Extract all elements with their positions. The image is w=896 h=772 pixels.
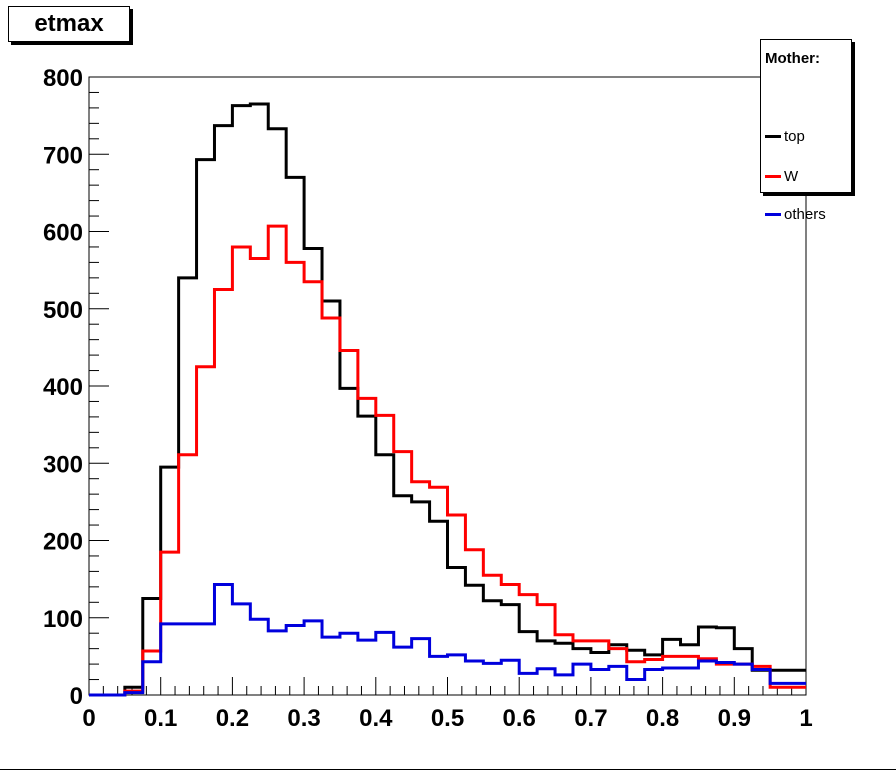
y-tick-label: 800 bbox=[43, 65, 83, 92]
y-tick-label: 600 bbox=[43, 220, 83, 247]
x-tick-label: 0.7 bbox=[574, 705, 607, 732]
legend-swatch-others bbox=[765, 212, 781, 216]
y-tick-label: 300 bbox=[43, 451, 83, 478]
legend-entry-top: top bbox=[765, 126, 805, 146]
x-tick-label: 0.8 bbox=[646, 705, 679, 732]
series-top-histogram bbox=[89, 102, 806, 697]
histogram-title: etmax bbox=[34, 10, 104, 37]
x-tick-label: 0.5 bbox=[431, 705, 464, 732]
x-tick-label: 0.9 bbox=[718, 705, 751, 732]
x-tick-label: 0.2 bbox=[216, 705, 249, 732]
histogram-title-box: etmax bbox=[8, 6, 130, 42]
legend-entry-others: others bbox=[765, 204, 826, 224]
series-others-histogram bbox=[89, 583, 806, 697]
y-tick-label: 100 bbox=[43, 606, 83, 633]
legend-swatch-top bbox=[765, 134, 781, 138]
x-tick-label: 0.3 bbox=[287, 705, 320, 732]
legend-swatch-w bbox=[765, 174, 781, 178]
y-tick-label: 0 bbox=[70, 683, 83, 710]
series-w-histogram bbox=[89, 224, 806, 697]
legend-header: Mother: bbox=[765, 50, 820, 67]
bottom-divider bbox=[0, 769, 896, 770]
legend-label-top: top bbox=[784, 127, 805, 145]
x-tick-label: 0 bbox=[82, 705, 95, 732]
plot-frame bbox=[88, 76, 807, 696]
x-tick-label: 0.4 bbox=[359, 705, 393, 732]
x-tick-label: 1 bbox=[799, 705, 812, 732]
y-tick-label: 500 bbox=[43, 297, 83, 324]
x-tick-label: 0.1 bbox=[144, 705, 177, 732]
legend-label-others: others bbox=[784, 205, 826, 223]
y-tick-label: 700 bbox=[43, 142, 83, 169]
legend-entry-w: W bbox=[765, 166, 798, 186]
legend: Mother: top W others bbox=[760, 39, 852, 223]
y-tick-label: 200 bbox=[43, 529, 83, 556]
y-tick-label: 400 bbox=[43, 374, 83, 401]
legend-label-w: W bbox=[784, 167, 799, 185]
x-tick-label: 0.6 bbox=[503, 705, 536, 732]
